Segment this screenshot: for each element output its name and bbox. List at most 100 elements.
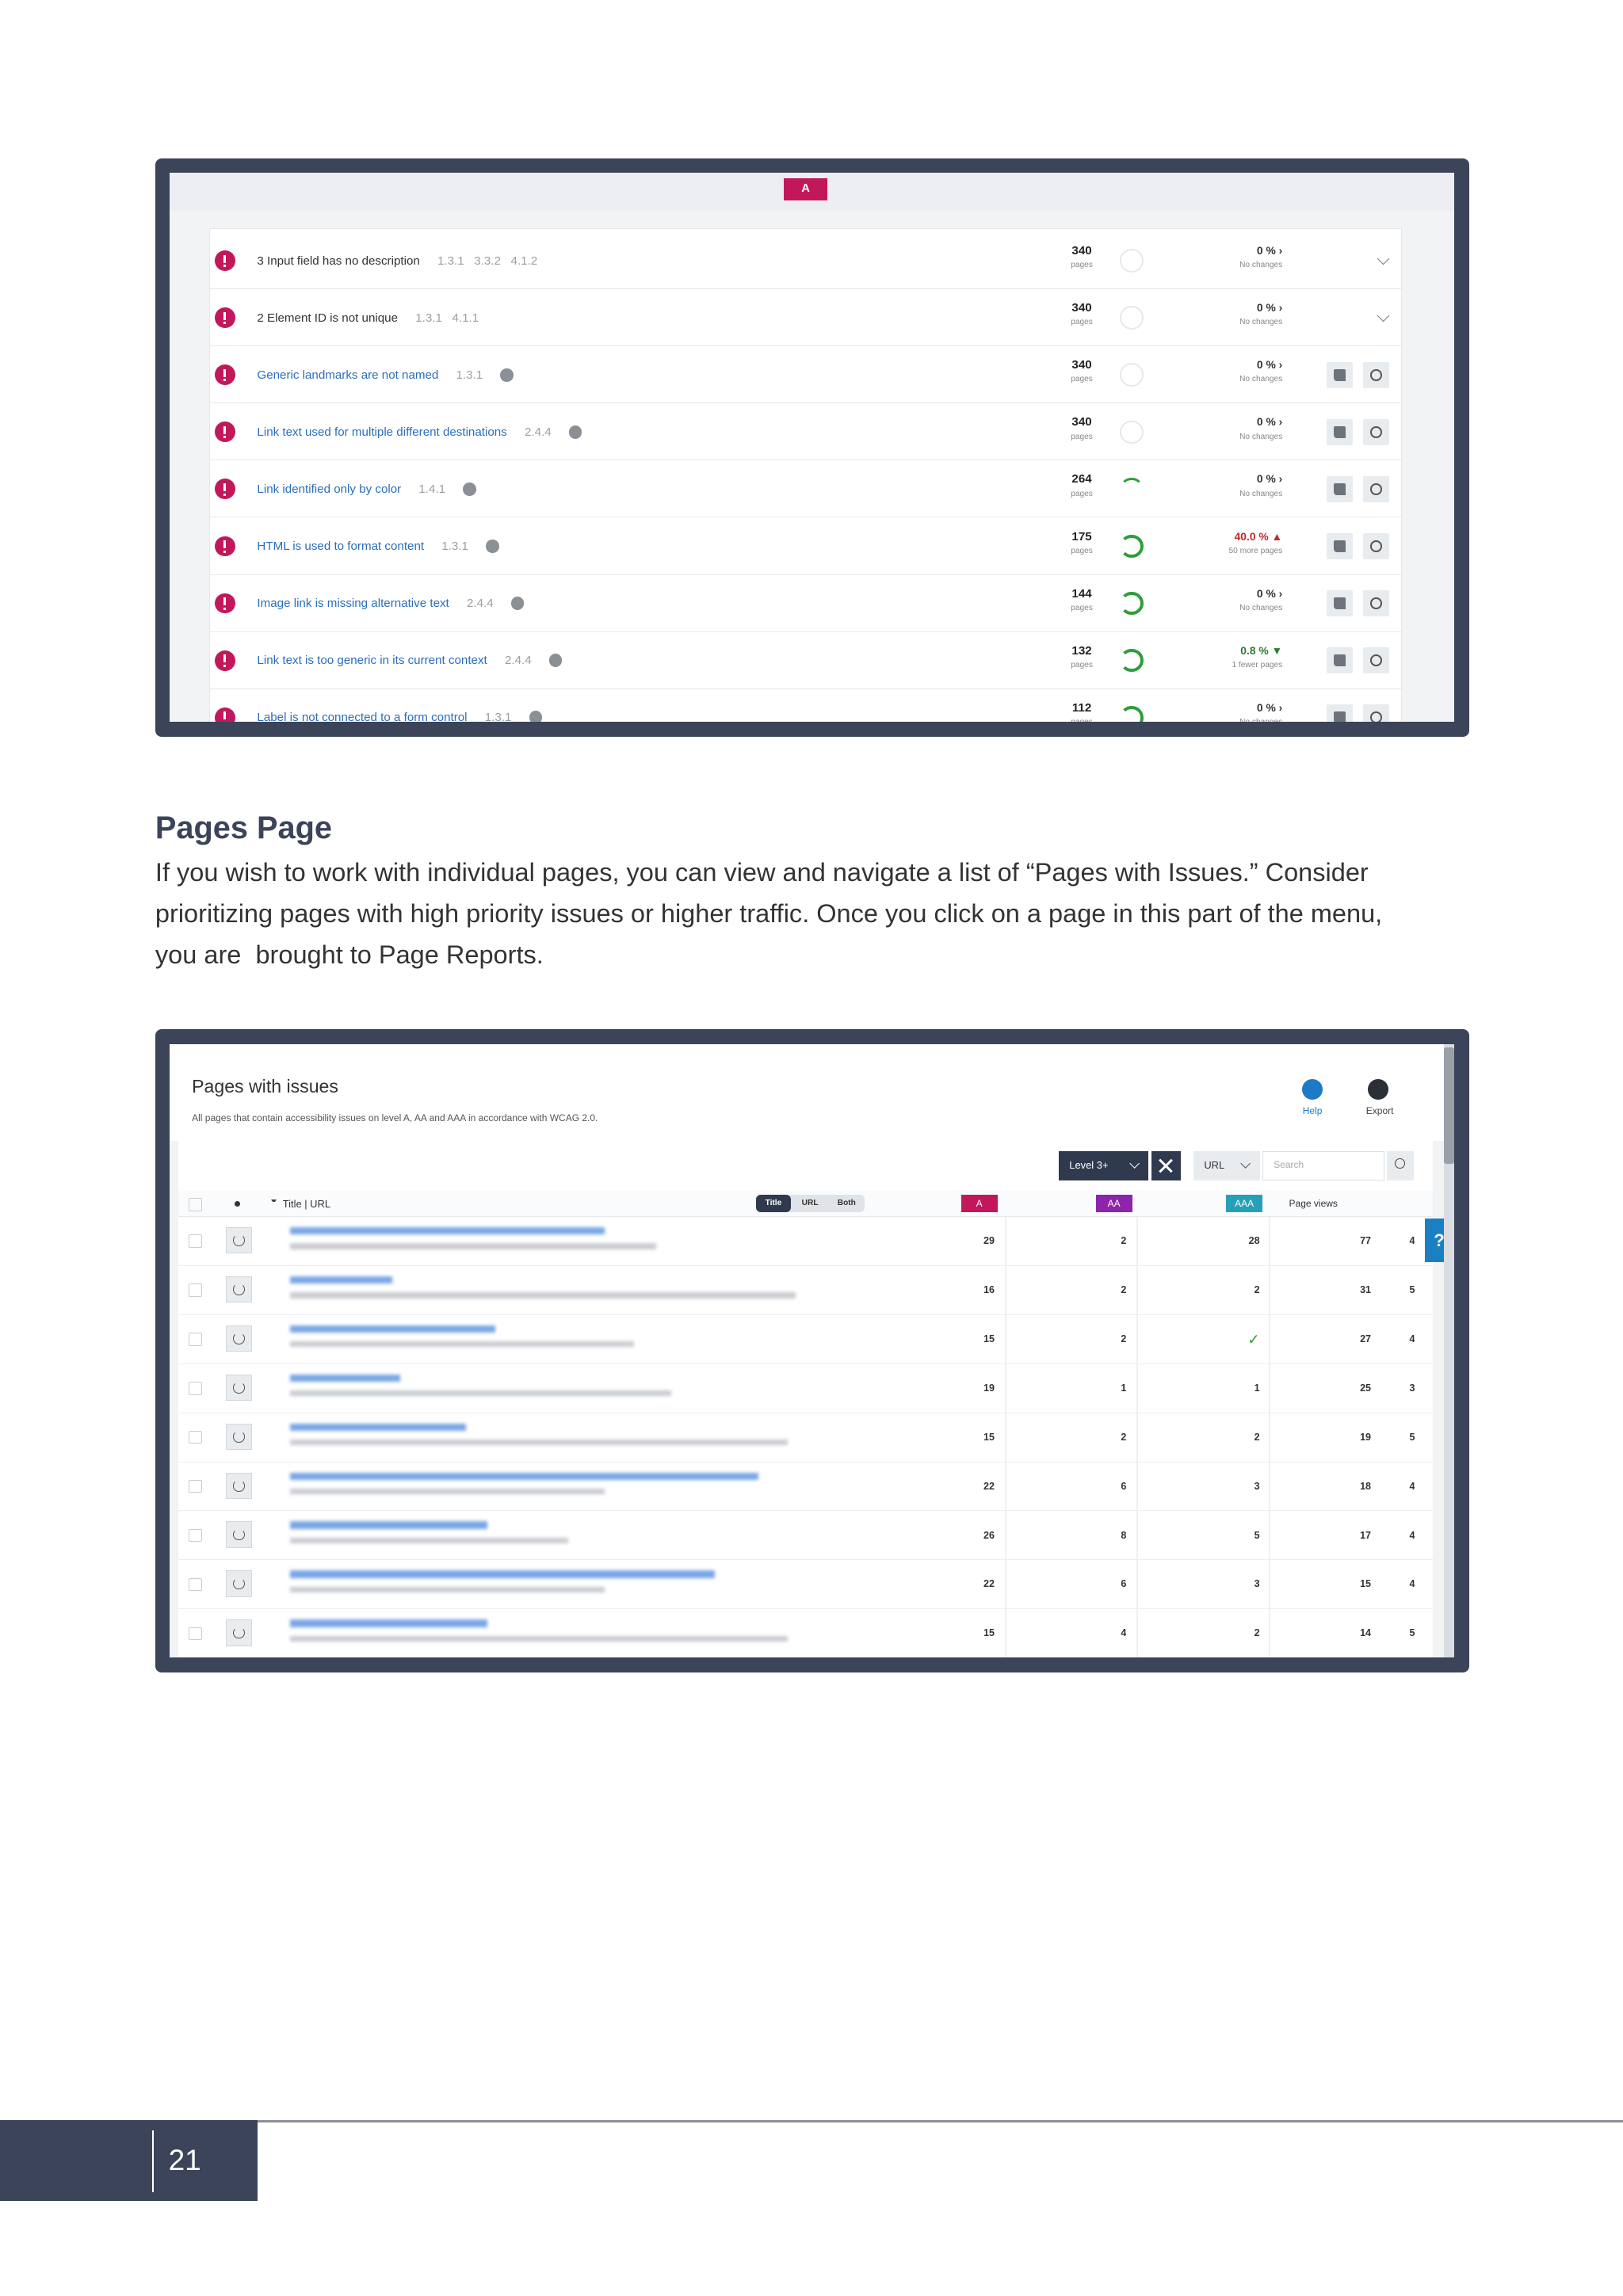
issue-icon-mark [223, 311, 227, 320]
change-value: 0 % › [1256, 301, 1283, 315]
screenshot: A 3 Input field has no description 1.3.1 3… [170, 173, 1455, 723]
issue-icon-mark [223, 425, 227, 435]
issue-title: Generic landmarks are not named [257, 368, 439, 382]
issue-icon-dot [223, 550, 227, 553]
page-url-blurred [289, 1635, 789, 1642]
screenshot-frame: Pages with issues All pages that contain … [155, 1029, 1469, 1672]
action-icon [1333, 368, 1346, 381]
card-title: Pages with issues [192, 1075, 338, 1097]
column-title-url: Title | URL [282, 1197, 331, 1210]
scrollbar [1444, 1043, 1455, 1658]
cell-value: 4 [1409, 1578, 1415, 1590]
issue-criteria: 2.4.4 [466, 597, 494, 611]
pages-count: 340 [1071, 358, 1092, 372]
cell-value: 6 [1121, 1480, 1127, 1492]
issue-icon-dot [223, 607, 227, 610]
action-icon [1333, 482, 1346, 495]
change-value: 0 % › [1256, 415, 1283, 429]
row-checkbox [189, 1528, 203, 1543]
issue-icon-mark [223, 540, 227, 549]
cell-value: 26 [983, 1529, 995, 1541]
page-url-blurred [289, 1341, 635, 1348]
pages-count: 340 [1071, 301, 1092, 315]
row-checkbox [189, 1430, 203, 1444]
toggle-option: Both [837, 1199, 856, 1208]
column-divider [1004, 1216, 1006, 1658]
issue-row: HTML is used to format content 1.3.1 175 pa… [210, 517, 1403, 575]
row-checkbox [189, 1627, 203, 1641]
change-note: No changes [1239, 318, 1283, 327]
toggle-option: Title [755, 1195, 792, 1213]
table-row [178, 1560, 1433, 1610]
pages-count: 340 [1071, 415, 1092, 429]
cell-value: 15 [983, 1333, 995, 1344]
pages-count: 132 [1071, 643, 1092, 658]
pages-count: 144 [1071, 586, 1092, 601]
level-badge: A [960, 1195, 998, 1213]
cell-value: 8 [1121, 1529, 1127, 1541]
screenshot: Pages with issues All pages that contain … [170, 1043, 1445, 1658]
level-filter: Level 3+ [1059, 1150, 1149, 1180]
change-note: 50 more pages [1228, 546, 1283, 555]
cell-value: 2 [1121, 1234, 1127, 1246]
issue-row: Generic landmarks are not named 1.3.1 340 p… [210, 346, 1403, 404]
refresh-button [225, 1521, 252, 1548]
change-note: No changes [1151, 715, 1282, 722]
cell-value: 2 [1254, 1283, 1260, 1295]
pages-unit: pages [1071, 318, 1093, 327]
pages-unit: pages [1052, 715, 1111, 722]
cell-value: 28 [1248, 1234, 1260, 1246]
pages-unit: pages [1071, 660, 1093, 669]
change-note: No changes [1239, 261, 1283, 270]
progress-ring [1120, 363, 1144, 387]
issue-title-line: Link identified only by color 1.4.1 [257, 460, 1048, 517]
pages-count: 264 [1071, 472, 1092, 486]
table-row [178, 1512, 1433, 1561]
issue-row: 2 Element ID is not unique 1.3.1 4.1.1 340… [210, 289, 1403, 347]
settings-icon [1370, 540, 1382, 552]
refresh-icon [232, 1479, 245, 1492]
issue-title-line: 2 Element ID is not unique 1.3.1 4.1.1 [257, 289, 1048, 346]
section-heading: Pages Page [155, 810, 333, 846]
issue-criteria: 1.3.1 [441, 539, 468, 553]
action-icon [1333, 425, 1346, 438]
page-title-blurred [289, 1325, 495, 1333]
pages-unit: pages [1071, 489, 1093, 498]
cell-value: 29 [983, 1234, 995, 1246]
cell-value: 4 [1121, 1627, 1127, 1639]
level-badge: AA [1095, 1195, 1132, 1213]
issue-criteria: 1.3.1 [456, 368, 483, 382]
issue-title: Image link is missing alternative text [257, 597, 449, 611]
change-note: No changes [1239, 375, 1283, 384]
cell-value: 2 [1254, 1431, 1260, 1443]
refresh-icon [232, 1627, 245, 1639]
cell-value: 22 [983, 1480, 995, 1492]
row-checkbox [189, 1283, 203, 1297]
info-icon [568, 425, 582, 439]
issue-icon-mark [223, 482, 227, 492]
refresh-button [225, 1472, 252, 1499]
issue-row: Label is not connected to a form control… [210, 689, 1403, 723]
level-badge: AAA [1226, 1195, 1263, 1213]
search-glass [1394, 1158, 1405, 1169]
issue-list: 3 Input field has no description 1.3.1 3.… [209, 228, 1403, 723]
paragraph-line: If you wish to work with individual page… [155, 858, 1369, 887]
cell-value: 5 [1409, 1283, 1415, 1295]
pages-unit: pages [1071, 375, 1093, 384]
issue-title: Link identified only by color [257, 482, 402, 496]
row-checkbox [189, 1234, 203, 1248]
issue-title-line: Generic landmarks are not named 1.3.1 [257, 346, 1048, 403]
change-value: 40.0 % ▲ [1234, 529, 1283, 543]
cell-value: 5 [1409, 1627, 1415, 1639]
issue-row: Link identified only by color 1.4.1 264 pag… [210, 460, 1403, 518]
screenshot-frame: A 3 Input field has no description 1.3.1 3… [155, 158, 1469, 737]
cell-value: 77 [1360, 1234, 1372, 1246]
cell-value: 14 [1360, 1627, 1372, 1639]
change-value: 0 % › [1256, 358, 1283, 372]
page-title-blurred [289, 1521, 488, 1529]
issue-icon-dot [223, 436, 227, 439]
issue-row: 3 Input field has no description 1.3.1 3.… [210, 232, 1403, 290]
issue-criteria: 1.3.1 [484, 711, 512, 723]
cell-value: 3 [1254, 1480, 1260, 1492]
refresh-icon [232, 1577, 245, 1590]
